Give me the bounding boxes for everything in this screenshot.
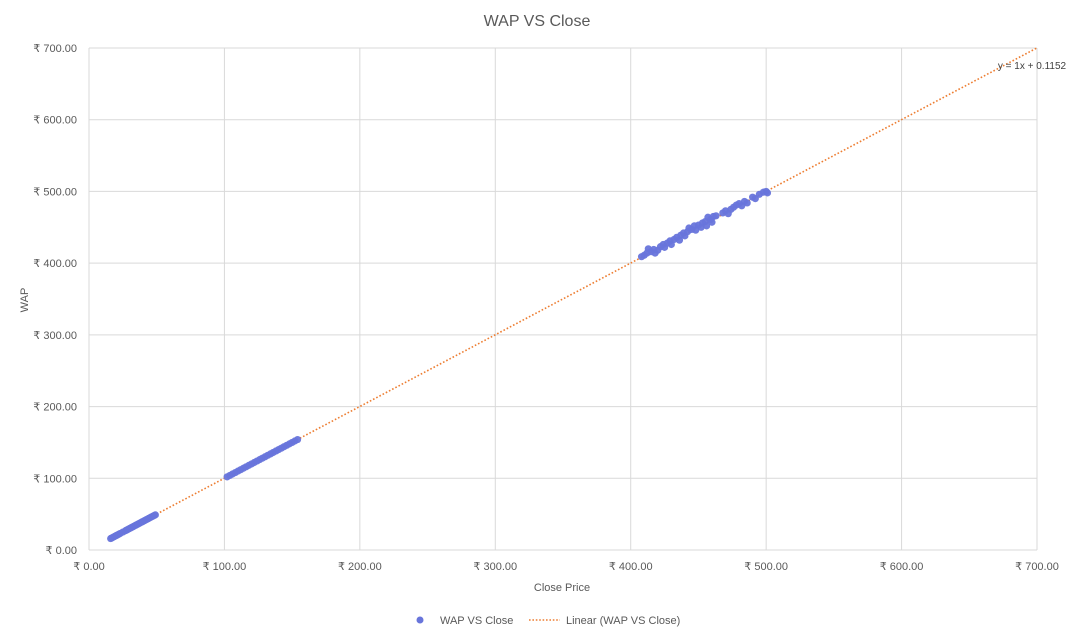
y-tick-label: ₹ 300.00	[33, 330, 77, 342]
linear-trendline	[156, 47, 1038, 515]
x-axis-tick-labels: ₹ 0.00 ₹ 100.00 ₹ 200.00 ₹ 300.00 ₹ 400.00 ₹ …	[73, 561, 1059, 573]
x-tick-label: ₹ 200.00	[338, 561, 382, 573]
trendline-layer	[156, 47, 1038, 515]
y-tick-label: ₹ 200.00	[33, 402, 77, 414]
x-tick-label: ₹ 400.00	[609, 561, 653, 573]
y-tick-label: ₹ 600.00	[33, 115, 77, 127]
trendline-equation: y = 1x + 0.1152	[998, 61, 1067, 72]
data-point	[743, 199, 751, 207]
gridlines	[88, 47, 1038, 551]
x-tick-label: ₹ 100.00	[203, 561, 247, 573]
data-point	[708, 218, 716, 226]
legend: WAP VS Close Linear (WAP VS Close)	[416, 615, 680, 627]
y-axis-tick-labels: ₹ 0.00 ₹ 100.00 ₹ 200.00 ₹ 300.00 ₹ 400.00 ₹ …	[33, 43, 77, 557]
legend-marker-wap-vs-close	[416, 616, 424, 624]
data-point	[151, 511, 159, 519]
data-point	[702, 222, 711, 230]
x-tick-label: ₹ 700.00	[1015, 561, 1059, 573]
y-tick-label: ₹ 100.00	[33, 473, 77, 485]
legend-label-wap-vs-close: WAP VS Close	[440, 615, 513, 627]
data-point	[763, 189, 772, 197]
y-tick-label: ₹ 700.00	[33, 43, 77, 55]
y-tick-label: ₹ 400.00	[33, 258, 77, 270]
x-tick-label: ₹ 0.00	[73, 561, 104, 573]
x-tick-label: ₹ 500.00	[744, 561, 788, 573]
x-tick-label: ₹ 600.00	[880, 561, 924, 573]
y-axis-title: WAP	[19, 288, 31, 313]
chart-title: WAP VS Close	[484, 13, 591, 30]
y-tick-label: ₹ 0.00	[46, 545, 77, 557]
x-axis-title: Close Price	[534, 582, 590, 594]
data-point	[712, 212, 720, 220]
legend-label-linear-trend: Linear (WAP VS Close)	[566, 615, 680, 627]
data-points	[107, 187, 772, 543]
x-tick-label: ₹ 300.00	[473, 561, 517, 573]
y-tick-label: ₹ 500.00	[33, 186, 77, 198]
data-point	[293, 435, 302, 444]
